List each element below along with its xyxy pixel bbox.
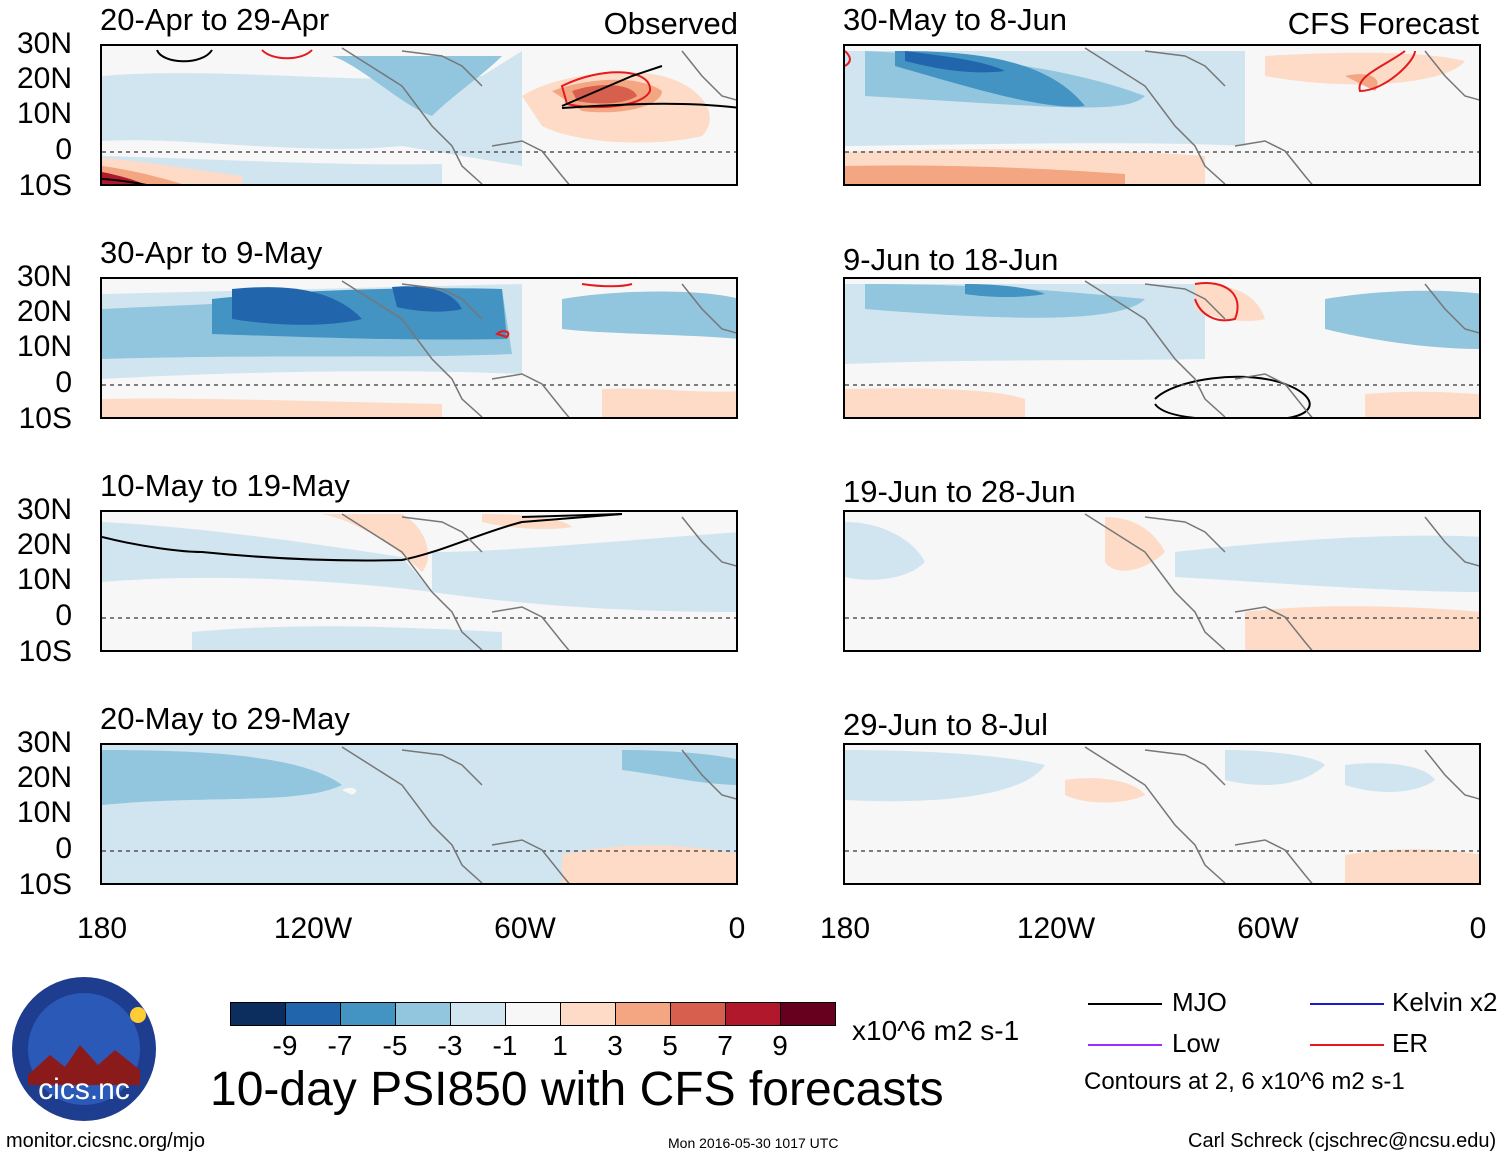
panel-title-2: 30-Apr to 9-May	[100, 235, 323, 270]
panel-title-4: 20-May to 29-May	[100, 701, 350, 736]
map-panel-4	[100, 743, 738, 885]
colorbar-box	[780, 1002, 836, 1026]
lon-label-0-left: 0	[728, 912, 746, 945]
footer-timestamp: Mon 2016-05-30 1017 UTC	[668, 1135, 839, 1151]
lon-label-60w-left: 60W	[494, 912, 556, 945]
colorbar-box	[285, 1002, 341, 1026]
colorbar-label: -9	[272, 1030, 298, 1061]
map-panel-2	[100, 277, 738, 419]
legend-line-kelvin	[1310, 1003, 1384, 1005]
footer-author: Carl Schreck (cjschrec@ncsu.edu)	[1188, 1130, 1497, 1152]
contour-note: Contours at 2, 6 x10^6 m2 s-1	[1084, 1068, 1405, 1095]
map-panel-8	[843, 743, 1481, 885]
map-panel-1	[100, 44, 738, 186]
lat-label-row3-4: 10S	[18, 635, 72, 668]
cics-logo: cics.nc	[10, 975, 158, 1123]
lat-label-row4-1: 20N	[16, 761, 72, 794]
colorbar-box	[450, 1002, 506, 1026]
map-panel-7	[843, 510, 1481, 652]
main-title: 10-day PSI850 with CFS forecasts	[210, 1063, 944, 1116]
legend-line-er	[1310, 1044, 1384, 1046]
lon-label-120w-right: 120W	[1016, 912, 1096, 945]
colorbar-units: x10^6 m2 s-1	[852, 1015, 1020, 1046]
map-panel-5	[843, 44, 1481, 186]
colorbar-label: 7	[717, 1030, 733, 1061]
lat-label-row4-0: 30N	[16, 726, 72, 759]
lat-label-row3-2: 10N	[16, 563, 72, 596]
colorbar-box	[340, 1002, 396, 1026]
lat-label-row3-1: 20N	[16, 528, 72, 561]
lat-label-row2-1: 20N	[16, 295, 72, 328]
colorbar-label: 3	[607, 1030, 623, 1061]
legend-label-mjo: MJO	[1172, 987, 1227, 1017]
colorbar-label: 9	[772, 1030, 788, 1061]
legend-label-low: Low	[1172, 1028, 1220, 1058]
lat-label-row4-3: 0	[55, 832, 72, 865]
lon-label-180-left: 180	[76, 912, 128, 945]
colorbar-box	[615, 1002, 671, 1026]
colorbar-box	[670, 1002, 726, 1026]
colorbar-box	[230, 1002, 286, 1026]
lat-label-row1-0: 30N	[16, 27, 72, 60]
panel-title-3: 10-May to 19-May	[100, 468, 350, 503]
footer-url[interactable]: monitor.cicsnc.org/mjo	[6, 1130, 205, 1152]
panel-title-5: 30-May to 8-Jun	[843, 2, 1067, 37]
lon-label-120w-left: 120W	[273, 912, 353, 945]
logo-text: cics.nc	[38, 1073, 130, 1106]
panel-title-6: 9-Jun to 18-Jun	[843, 242, 1059, 277]
lat-label-row4-2: 10N	[16, 796, 72, 829]
cfs-forecast-label: CFS Forecast	[1287, 6, 1479, 41]
colorbar-label: 1	[552, 1030, 568, 1061]
lat-label-row1-4: 10S	[18, 169, 72, 202]
lat-label-row4-4: 10S	[18, 868, 72, 901]
lon-label-0-right: 0	[1469, 912, 1487, 945]
observed-label: Observed	[603, 6, 738, 41]
map-panel-6	[843, 277, 1481, 419]
lat-label-row3-0: 30N	[16, 493, 72, 526]
lat-label-row2-4: 10S	[18, 402, 72, 435]
legend-line-mjo	[1088, 1003, 1162, 1005]
lat-label-row1-2: 10N	[16, 97, 72, 130]
lat-label-row3-3: 0	[55, 599, 72, 632]
colorbar-label: 5	[662, 1030, 678, 1061]
panel-title-1: 20-Apr to 29-Apr	[100, 2, 330, 37]
panel-title-8: 29-Jun to 8-Jul	[843, 707, 1049, 742]
lon-label-180-right: 180	[819, 912, 871, 945]
colorbar-label: -5	[382, 1030, 408, 1061]
colorbar-label: -1	[492, 1030, 518, 1061]
colorbar-box	[505, 1002, 561, 1026]
panel-title-7: 19-Jun to 28-Jun	[843, 474, 1076, 509]
lat-label-row2-0: 30N	[16, 260, 72, 293]
colorbar-box	[725, 1002, 781, 1026]
legend-label-kelvin: Kelvin x2	[1392, 987, 1498, 1017]
legend-label-er: ER	[1392, 1028, 1429, 1058]
colorbar-label: -3	[437, 1030, 463, 1061]
lat-label-row1-1: 20N	[16, 62, 72, 95]
colorbar-box	[395, 1002, 451, 1026]
legend-line-low	[1088, 1044, 1162, 1046]
colorbar-label: -7	[327, 1030, 353, 1061]
lat-label-row2-2: 10N	[16, 330, 72, 363]
colorbar-box	[560, 1002, 616, 1026]
map-panel-3	[100, 510, 738, 652]
lat-label-row1-3: 0	[55, 133, 72, 166]
lat-label-row2-3: 0	[55, 366, 72, 399]
lon-label-60w-right: 60W	[1237, 912, 1299, 945]
